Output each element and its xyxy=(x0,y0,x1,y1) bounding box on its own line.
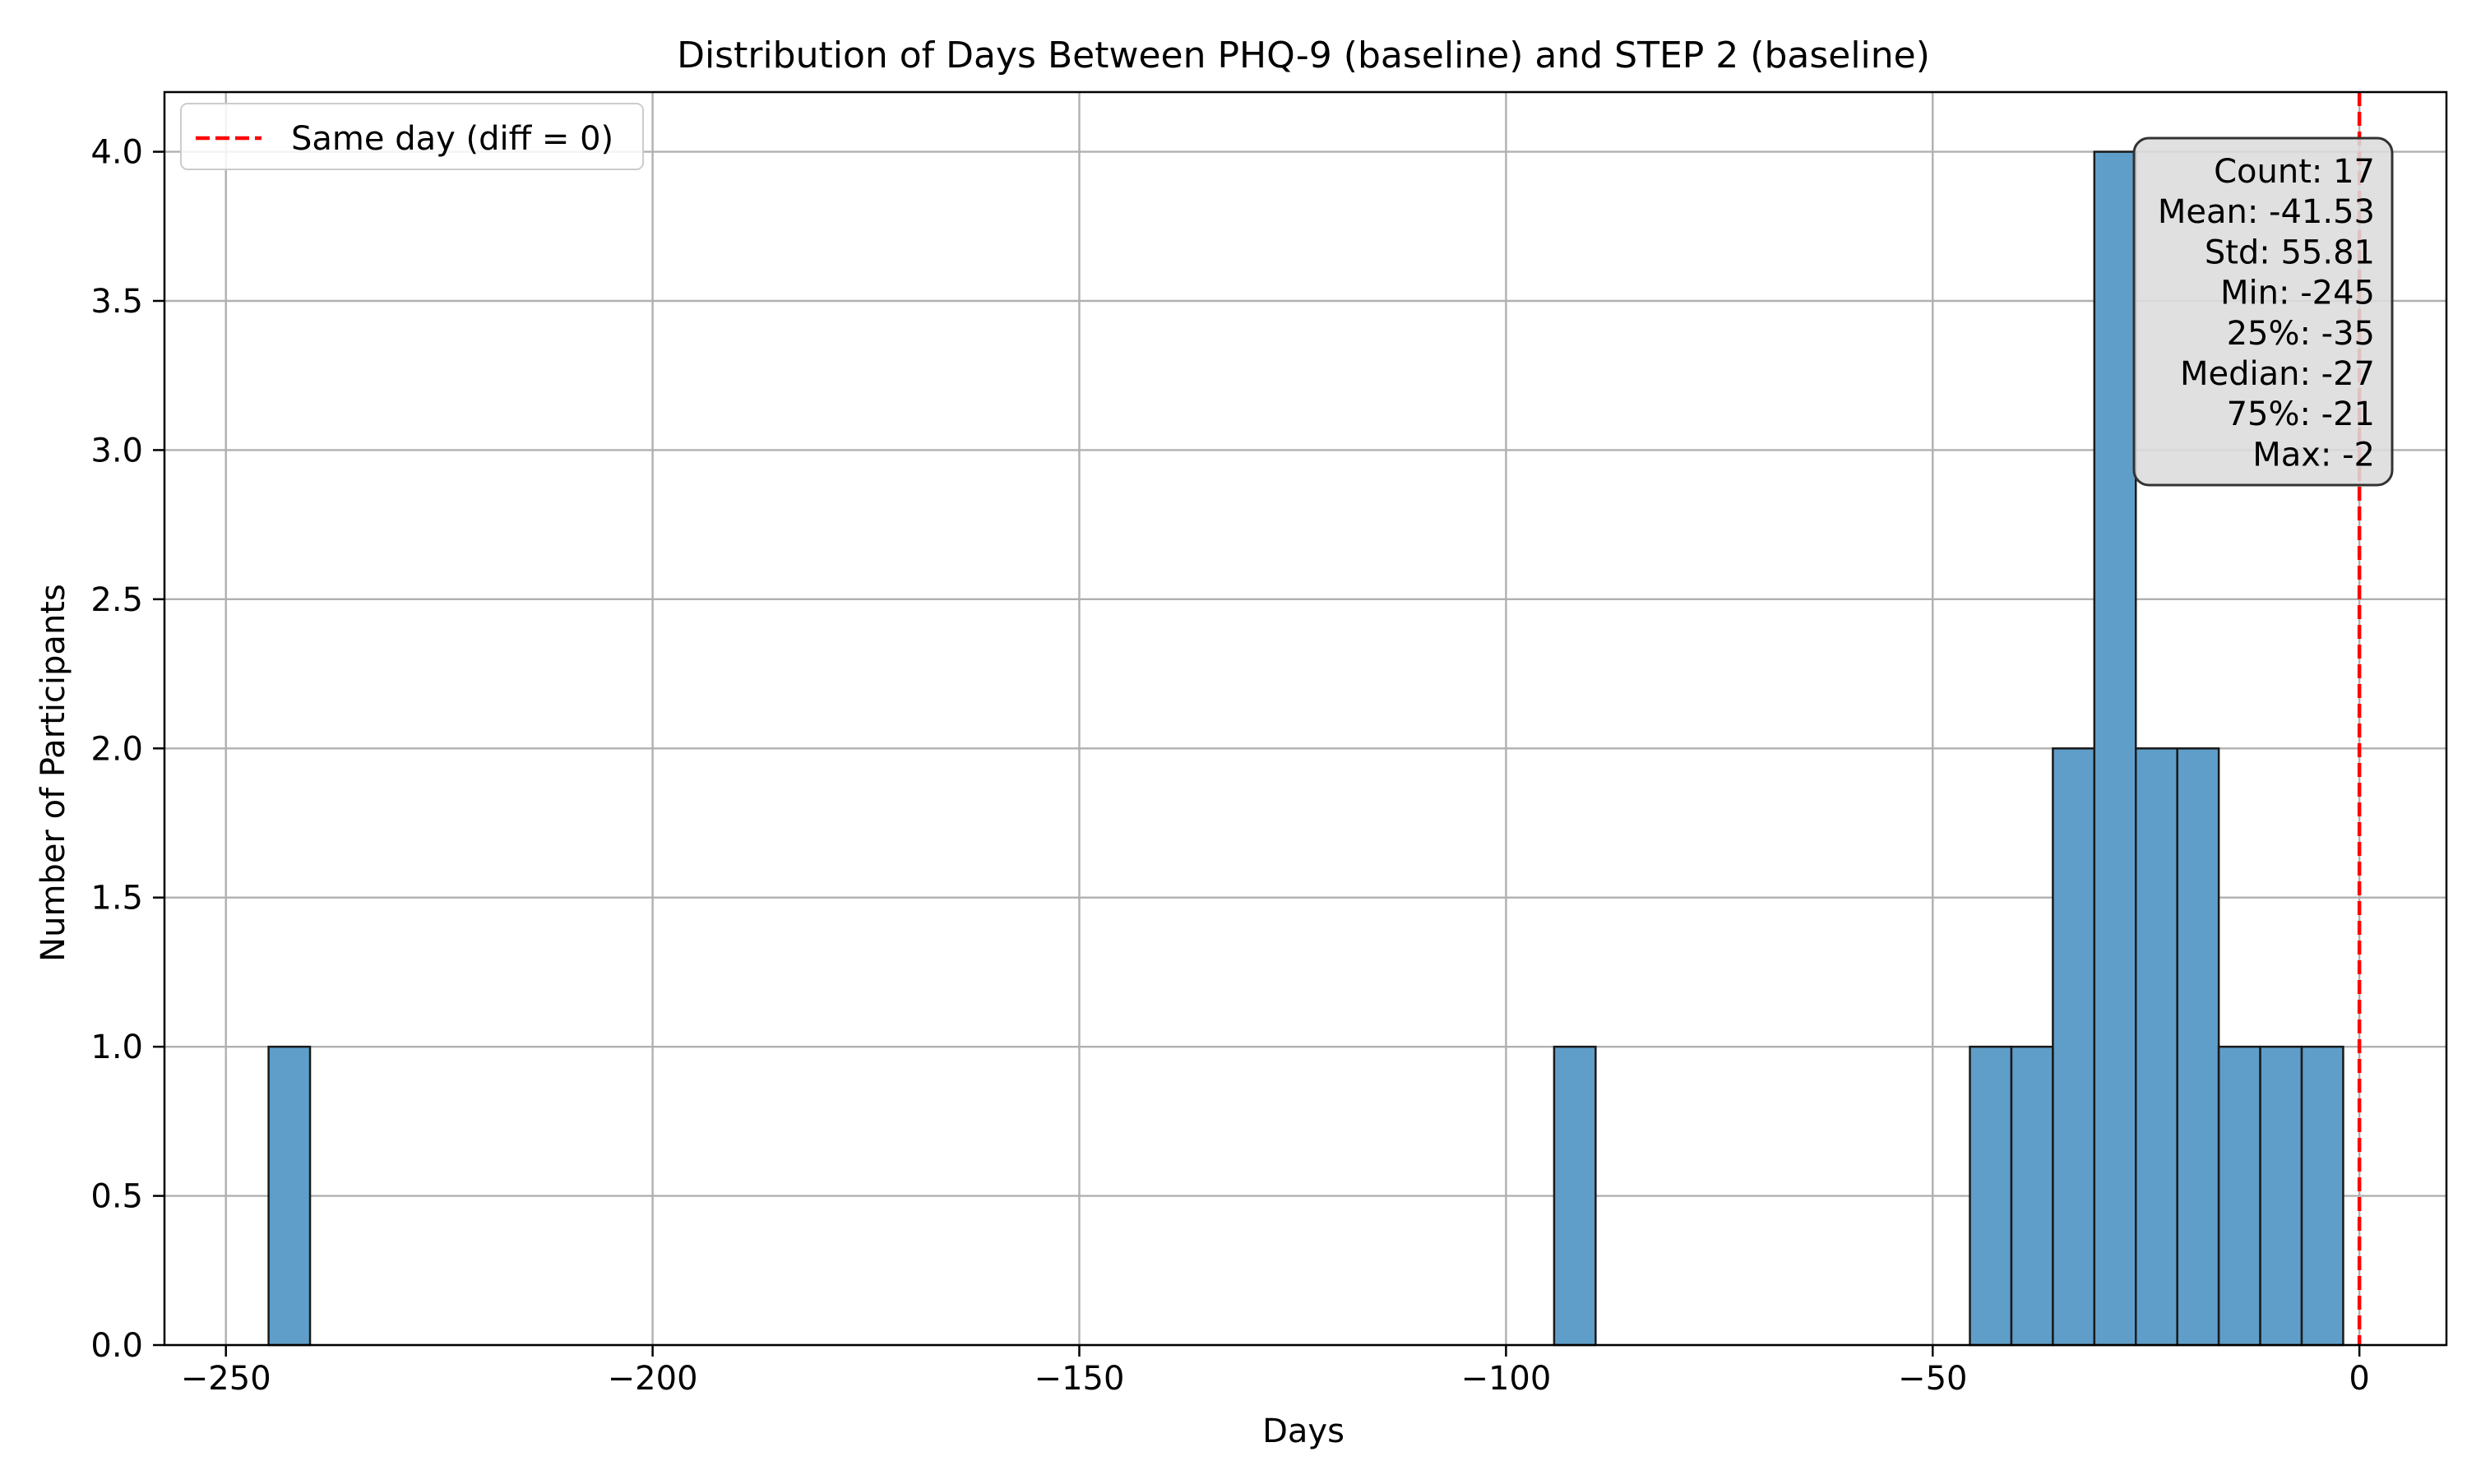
histogram-bars xyxy=(267,150,2344,1347)
plot-frame xyxy=(163,90,2448,1347)
y-tick-label: 3.0 xyxy=(90,432,143,469)
histogram-bar xyxy=(2093,150,2137,1347)
y-tick-label: 4.0 xyxy=(90,134,143,172)
x-tick-label: −50 xyxy=(1898,1360,1967,1398)
histogram-bar xyxy=(2135,747,2178,1347)
histogram-bar xyxy=(2052,747,2096,1347)
histogram-bar xyxy=(2259,1045,2303,1347)
x-tick-label: −100 xyxy=(1460,1360,1551,1398)
stats-line: Min: -245 xyxy=(2220,275,2375,312)
stats-line: 25%: -35 xyxy=(2227,315,2375,353)
x-tick-label: −250 xyxy=(181,1360,271,1398)
x-tick-label: −150 xyxy=(1034,1360,1125,1398)
histogram-bar xyxy=(267,1045,312,1347)
axes xyxy=(163,90,2448,1347)
x-axis-label: Days xyxy=(1262,1412,1345,1450)
stats-line: 75%: -21 xyxy=(2227,395,2375,433)
stats-line: Std: 55.81 xyxy=(2205,233,2375,271)
histogram-bar xyxy=(1553,1045,1597,1347)
stats-line: Max: -2 xyxy=(2252,436,2375,474)
y-axis-ticks: 0.0 0.5 1.0 1.5 2.0 2.5 3.0 3.5 4.0 xyxy=(90,134,164,1365)
y-tick-label: 2.5 xyxy=(90,581,143,619)
x-axis-ticks: −250 −200 −150 −100 −50 0 xyxy=(181,1345,2370,1398)
legend: Same day (diff = 0) xyxy=(180,103,644,170)
x-tick-label: 0 xyxy=(2349,1360,2369,1398)
legend-frame xyxy=(180,103,644,170)
stats-line: Median: -27 xyxy=(2180,355,2375,393)
stats-line: Mean: -41.53 xyxy=(2158,193,2375,231)
y-tick-label: 0.0 xyxy=(90,1327,143,1365)
y-tick-label: 1.0 xyxy=(90,1029,143,1066)
chart-title: Distribution of Days Between PHQ-9 (base… xyxy=(677,35,1930,76)
histogram-bar xyxy=(2300,1045,2344,1347)
y-axis-label: Number of Participants xyxy=(35,584,72,962)
y-tick-label: 1.5 xyxy=(90,880,143,918)
legend-label: Same day (diff = 0) xyxy=(291,120,613,158)
x-tick-label: −200 xyxy=(608,1360,698,1398)
stats-box-frame xyxy=(2132,136,2394,487)
y-tick-label: 3.5 xyxy=(90,283,143,321)
histogram-bar xyxy=(1969,1045,2013,1347)
y-tick-label: 0.5 xyxy=(90,1178,143,1216)
y-tick-label: 2.0 xyxy=(90,730,143,768)
stats-line: Count: 17 xyxy=(2214,153,2375,191)
histogram-bar xyxy=(2010,1045,2054,1347)
histogram-bar xyxy=(2176,747,2220,1347)
histogram-bar xyxy=(2217,1045,2261,1347)
